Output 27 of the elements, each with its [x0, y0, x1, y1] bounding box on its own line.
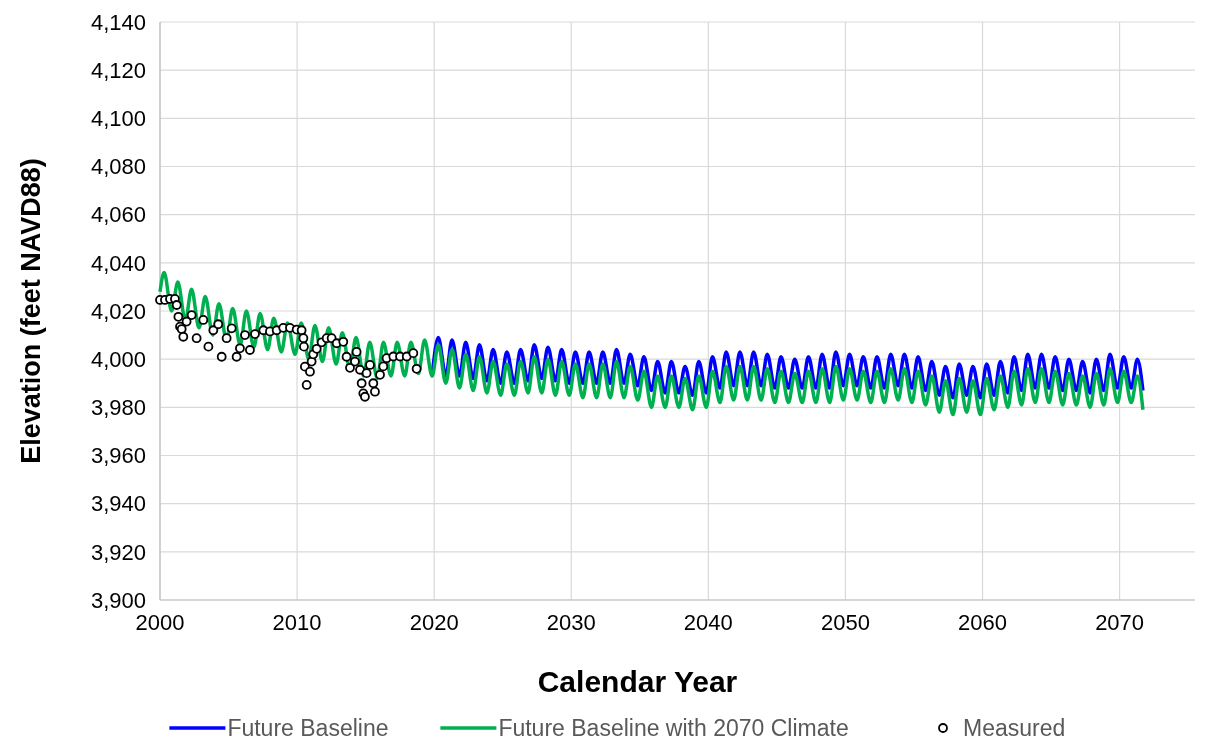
y-tick-label: 4,080 [90, 154, 146, 180]
y-tick-label: 4,020 [90, 298, 146, 324]
legend-label: Measured [963, 715, 1066, 742]
y-axis-title: Elevation (feet NAVD88) [16, 158, 46, 464]
x-tick-label: 2020 [409, 610, 459, 635]
y-tick-label: 4,100 [90, 106, 146, 132]
y-tick-label: 4,060 [90, 202, 146, 228]
y-tick-label: 4,140 [90, 9, 146, 35]
x-axis-title: Calendar Year [537, 665, 738, 698]
x-tick-label: 2010 [272, 610, 322, 635]
y-tick-label: 3,980 [90, 395, 146, 421]
y-tick-label: 3,900 [90, 587, 146, 613]
x-tick-label: 2040 [683, 610, 733, 635]
line-series [158, 270, 1145, 417]
legend-label: Future Baseline with 2070 Climate [498, 715, 849, 742]
x-tick-label: 2030 [546, 610, 596, 635]
y-tick-label: 3,920 [90, 539, 146, 565]
y-tick-label: 3,960 [90, 443, 146, 469]
y-tick-label: 4,120 [90, 57, 146, 83]
x-tick-label: 2000 [135, 610, 185, 635]
x-tick-label: 2050 [820, 610, 870, 635]
y-tick-label: 4,000 [90, 346, 146, 372]
x-tick-label: 2060 [958, 610, 1007, 635]
y-tick-label: 3,940 [90, 491, 146, 517]
legend-label: Future Baseline [227, 715, 389, 742]
y-tick-label: 4,040 [90, 250, 146, 276]
x-tick-label: 2070 [1095, 610, 1145, 635]
